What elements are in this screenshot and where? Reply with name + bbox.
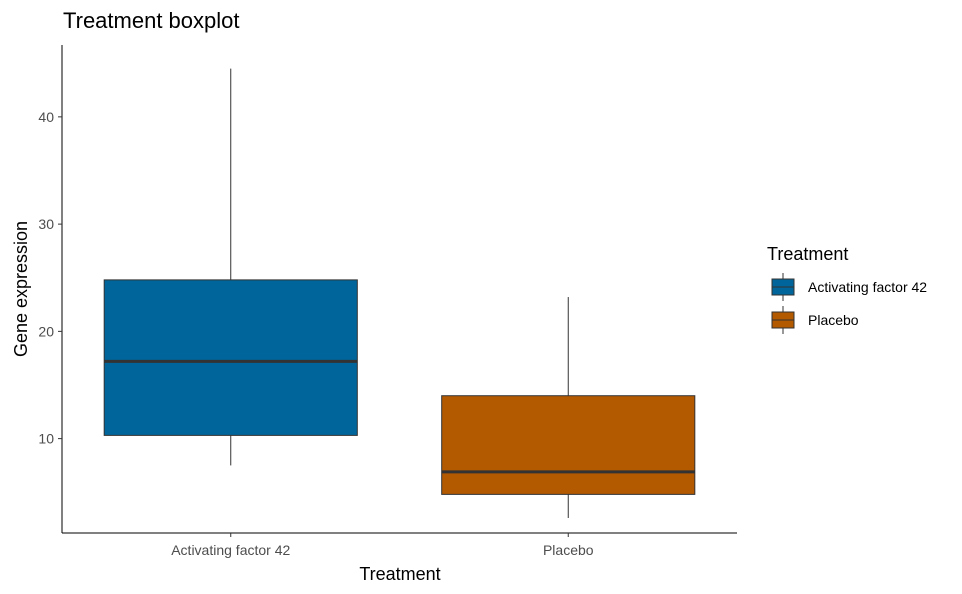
x-axis: Activating factor 42 Placebo bbox=[62, 532, 737, 558]
y-axis-title: Gene expression bbox=[11, 221, 31, 357]
y-axis: 10 20 30 40 bbox=[38, 45, 63, 533]
legend-item: Activating factor 42 bbox=[771, 273, 927, 301]
legend-title: Treatment bbox=[767, 244, 848, 264]
box-group bbox=[441, 297, 696, 518]
x-axis-title: Treatment bbox=[359, 564, 440, 584]
x-tick-label: Placebo bbox=[543, 542, 594, 558]
box-group bbox=[103, 68, 358, 466]
y-tick-label: 40 bbox=[38, 109, 54, 125]
y-tick-label: 10 bbox=[38, 431, 54, 447]
chart-title: Treatment boxplot bbox=[63, 8, 240, 33]
legend-label: Activating factor 42 bbox=[808, 279, 927, 295]
legend-item: Placebo bbox=[771, 306, 859, 334]
boxes-layer bbox=[103, 68, 696, 518]
y-tick-label: 20 bbox=[38, 323, 54, 339]
legend: Treatment Activating factor 42 Placebo bbox=[767, 244, 927, 334]
legend-label: Placebo bbox=[808, 312, 859, 328]
box-iqr bbox=[103, 279, 358, 436]
box-iqr bbox=[441, 395, 696, 495]
y-tick-label: 30 bbox=[38, 216, 54, 232]
x-tick-label: Activating factor 42 bbox=[171, 542, 290, 558]
